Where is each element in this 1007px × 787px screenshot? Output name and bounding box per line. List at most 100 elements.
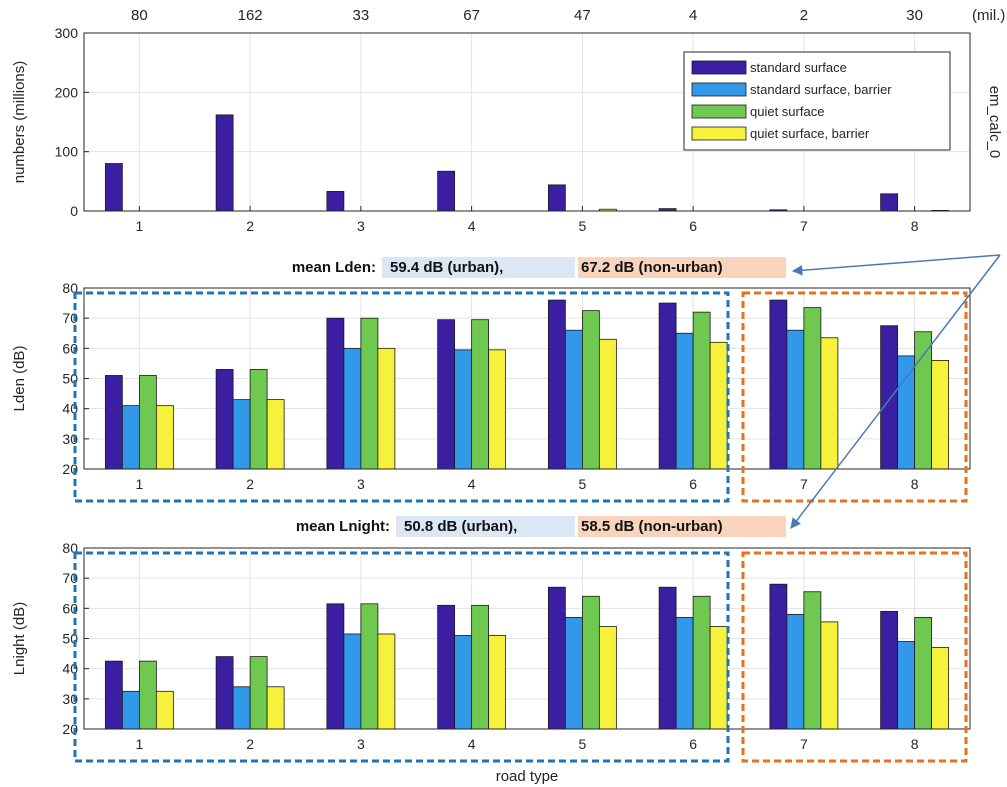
bar (232, 399, 251, 470)
y-tick-label: 100 (55, 144, 79, 160)
bar (803, 591, 822, 730)
axes-frame (83, 32, 971, 212)
top-count-label: 80 (131, 7, 148, 24)
bar (880, 193, 899, 212)
bar (249, 656, 268, 730)
bar (931, 359, 950, 470)
right-axis-label: em_calc_0 (986, 86, 1003, 159)
x-tick-label: 8 (911, 218, 919, 234)
legend: standard surface standard surface, barrie… (683, 51, 951, 151)
bar (471, 604, 490, 730)
legend-swatch (691, 104, 747, 119)
bar (360, 317, 379, 470)
mean-prefix: mean Lnight: (296, 518, 390, 535)
x-tick-label: 8 (911, 736, 919, 752)
bar (326, 317, 345, 470)
x-tick-label: 4 (468, 476, 476, 492)
bar (121, 405, 140, 470)
top-count-label: 67 (463, 7, 480, 24)
x-tick-label: 6 (689, 218, 697, 234)
bar (709, 341, 728, 470)
bar (564, 329, 583, 470)
urban-highlight (382, 257, 575, 278)
bar (581, 595, 600, 730)
bar (437, 604, 456, 730)
bar (437, 319, 456, 470)
top-count-label: 47 (574, 7, 591, 24)
bar (547, 184, 566, 212)
legend-label: quiet surface, barrier (750, 126, 870, 141)
bar (769, 583, 788, 730)
x-tick-label: 1 (135, 218, 143, 234)
bar (471, 319, 490, 470)
bar (897, 355, 916, 470)
bar (564, 616, 583, 730)
bar (598, 626, 617, 730)
bar (931, 647, 950, 730)
urban-highlight (396, 516, 575, 537)
y-axis-label: numbers (millions) (11, 61, 28, 184)
bar (360, 603, 379, 730)
bar (658, 302, 677, 470)
bar (155, 690, 174, 730)
bar (914, 616, 933, 730)
bar (232, 686, 251, 730)
legend-label: standard surface (750, 60, 847, 75)
bar (326, 603, 345, 730)
bar (266, 686, 285, 730)
x-tick-label: 5 (578, 476, 586, 492)
bar (692, 311, 711, 470)
bar (343, 347, 362, 470)
x-tick-label: 7 (800, 736, 808, 752)
bar (914, 331, 933, 470)
top-count-label: 2 (800, 7, 808, 24)
bar (880, 610, 899, 730)
axes-frame (83, 287, 971, 470)
x-tick-label: 1 (135, 476, 143, 492)
bar (820, 337, 839, 470)
bar (709, 626, 728, 730)
x-axis-label: road type (496, 768, 559, 785)
x-tick-label: 8 (911, 476, 919, 492)
bar (897, 641, 916, 730)
y-tick-label: 300 (55, 25, 79, 41)
mean-prefix: mean Lden: (292, 259, 376, 276)
bar (581, 310, 600, 470)
y-axis-label: Lnight (dB) (11, 602, 28, 675)
x-tick-label: 7 (800, 476, 808, 492)
bar (675, 616, 694, 730)
x-tick-label: 2 (246, 218, 254, 234)
bar (377, 347, 396, 470)
arrow-to-lden (791, 254, 1001, 276)
x-tick-label: 6 (689, 736, 697, 752)
bar (488, 349, 507, 470)
x-tick-label: 6 (689, 476, 697, 492)
bar (547, 586, 566, 730)
y-tick-label: 0 (70, 203, 78, 219)
bar (104, 375, 123, 470)
x-tick-label: 5 (578, 736, 586, 752)
nonurban-highlight (578, 257, 786, 278)
bar (454, 349, 473, 470)
bar (249, 369, 268, 470)
y-tick-label: 200 (55, 84, 79, 100)
y-tick-label: 30 (62, 431, 78, 447)
x-tick-label: 4 (468, 736, 476, 752)
legend-label: standard surface, barrier (750, 82, 892, 97)
mean-nonurban: 67.2 dB (non-urban) (581, 259, 723, 276)
bar (155, 405, 174, 470)
top-count-label: 30 (906, 7, 923, 24)
top-unit-label: (mil.) (972, 7, 1005, 24)
mean-urban: 59.4 dB (urban), (390, 259, 503, 276)
x-tick-label: 3 (357, 736, 365, 752)
bar (138, 375, 157, 470)
y-tick-label: 30 (62, 691, 78, 707)
legend-swatch (691, 126, 747, 141)
bar (658, 586, 677, 730)
legend-swatch (691, 60, 747, 75)
x-tick-label: 3 (357, 476, 365, 492)
nonurban-highlight (578, 516, 786, 537)
